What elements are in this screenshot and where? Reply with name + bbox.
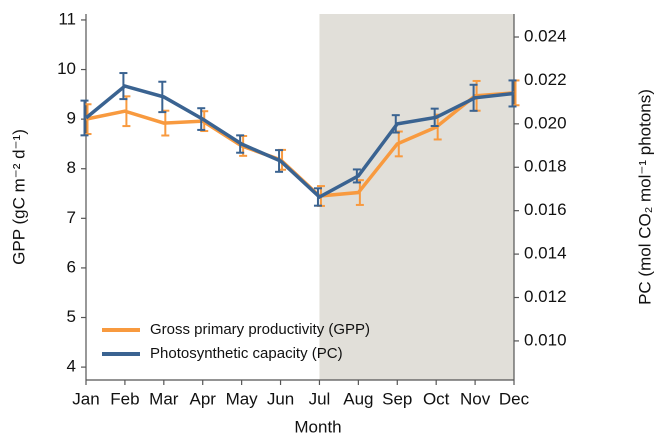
y-tick-label: 10: [57, 59, 76, 78]
x-tick-label: Mar: [149, 389, 179, 408]
error-bar: [508, 79, 517, 108]
shaded-region: [319, 14, 514, 380]
x-tick-label: Apr: [189, 389, 216, 408]
error-bar: [313, 187, 322, 207]
y2-tick-label: 0.022: [524, 70, 567, 89]
x-axis-label: Month: [294, 417, 341, 436]
x-tick-label: Jun: [267, 389, 294, 408]
x-tick-label: Aug: [343, 389, 373, 408]
error-bar: [469, 83, 478, 112]
y-tick-label: 6: [67, 257, 76, 276]
y2-tick-label: 0.018: [524, 157, 567, 176]
series-line: [84, 84, 515, 200]
x-tick-label: Jan: [72, 389, 99, 408]
y-tick-label: 5: [67, 307, 76, 326]
error-bar: [197, 107, 206, 131]
legend-label: Photosynthetic capacity (PC): [150, 345, 343, 362]
x-tick-label: Sep: [382, 389, 412, 408]
y2-tick-label: 0.020: [524, 113, 567, 132]
x-tick-label: Nov: [460, 389, 491, 408]
y2-tick-label: 0.010: [524, 330, 567, 349]
error-bar: [119, 72, 128, 101]
y-axis-label: GPP (gC m⁻² d⁻¹): [9, 129, 28, 265]
x-tick-label: Feb: [110, 389, 139, 408]
y2-tick-label: 0.012: [524, 287, 567, 306]
y-tick-label: 11: [58, 9, 76, 28]
legend-label: Gross primary productivity (GPP): [150, 321, 370, 338]
y2-tick-label: 0.014: [524, 244, 567, 263]
error-bar: [158, 80, 167, 114]
error-bar: [236, 134, 245, 154]
error-bar: [275, 149, 284, 173]
x-tick-label: Oct: [423, 389, 450, 408]
error-bar: [430, 107, 439, 128]
error-bar: [80, 99, 89, 137]
y-tick-label: 8: [67, 158, 76, 177]
y2-tick-label: 0.016: [524, 200, 567, 219]
y2-tick-label: 0.024: [524, 26, 567, 45]
x-tick-label: Jul: [309, 389, 331, 408]
error-bar: [352, 168, 361, 184]
x-tick-label: Dec: [499, 389, 530, 408]
x-tick-label: May: [226, 389, 259, 408]
y-tick-label: 9: [67, 109, 76, 128]
y-tick-label: 7: [67, 208, 76, 227]
y-tick-label: 4: [67, 357, 76, 376]
y2-axis-label: PC (mol CO₂ mol⁻¹ photons): [635, 89, 654, 305]
error-bar: [391, 114, 400, 134]
